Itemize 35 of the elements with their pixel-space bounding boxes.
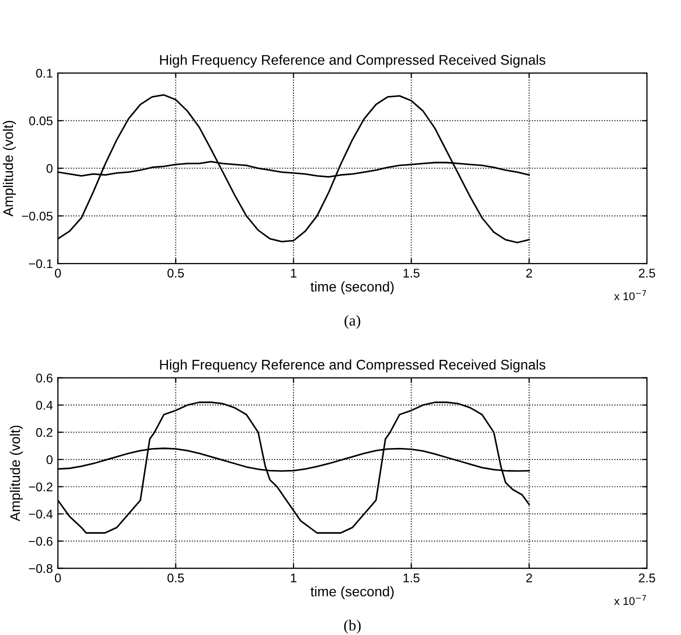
x-tick-label: 2.5: [638, 574, 656, 582]
chart-title: High Frequency Reference and Compressed Received Signals: [160, 54, 546, 68]
x-tick-label: 1: [290, 574, 296, 582]
x-tick-label: 1.5: [404, 574, 420, 582]
y-tick-label: −0.2: [28, 482, 52, 492]
text: x 10$^{−7}$: [614, 290, 646, 300]
x-tick-label: 0: [54, 574, 61, 582]
y-tick-label: 0.2: [36, 428, 52, 437]
y-tick-label: 0.05: [29, 116, 52, 126]
x-tick-label: 2.5: [638, 268, 656, 278]
y-tick-label: −0.6: [28, 536, 52, 546]
y-axis-title: Amplitude (volt): [10, 426, 23, 522]
x-tick-label: 1: [290, 268, 296, 278]
text: (a): [344, 314, 360, 329]
y-tick-label: 0: [46, 164, 53, 173]
x-tick-label: 0.5: [168, 268, 184, 278]
x-tick-label: 2: [526, 268, 532, 278]
x-axis-title: time (second): [310, 586, 394, 600]
y-tick-label: 0.1: [36, 68, 52, 78]
x-tick-label: 0: [54, 268, 61, 278]
y-tick-label: −0.05: [22, 212, 52, 221]
x-tick-label: 1.5: [404, 268, 420, 278]
y-tick-label: −0.8: [28, 564, 52, 573]
y-tick-label: 0.6: [36, 374, 52, 382]
text: (b): [344, 620, 361, 634]
chart-title: High Frequency Reference and Compressed Received Signals: [160, 359, 546, 372]
y-tick-label: 0: [46, 455, 53, 464]
y-tick-label: −0.4: [28, 510, 53, 519]
y-tick-label: 0.4: [36, 400, 53, 410]
text: x 10$^{−7}$: [614, 594, 646, 605]
x-tick-label: 2: [526, 574, 532, 582]
y-axis-title: Amplitude (volt): [2, 120, 16, 216]
x-tick-label: 0.5: [168, 574, 184, 582]
x-axis-title: time (second): [310, 281, 394, 294]
y-tick-label: −0.1: [28, 259, 52, 268]
